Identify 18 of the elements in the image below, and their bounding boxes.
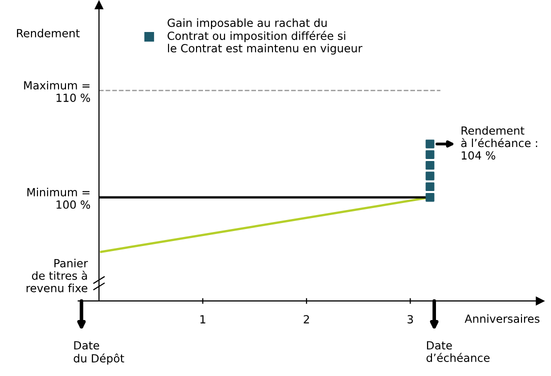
annotation: Rendement à l’échéance : 104 % <box>461 126 538 160</box>
point <box>426 140 434 148</box>
text: Date du Dépôt <box>74 341 124 365</box>
series-label: Panier de titres à revenu fixe <box>26 258 88 292</box>
x-axis-title: Anniversaires <box>464 314 540 323</box>
y-tick-label: Minimum = 100 % <box>27 188 90 209</box>
y-axis-title: Rendement <box>17 28 80 38</box>
point <box>426 172 434 180</box>
x-tick-label: 2 <box>304 315 309 324</box>
x-tick-label: 1 <box>200 315 206 324</box>
point <box>426 182 434 192</box>
x-tick-label: 3 <box>408 315 413 324</box>
text: Date d’échéance <box>426 341 490 362</box>
legend-label: Gain imposable au rachat du Contrat ou imposition différée si le Contrat est maintenu en vigueur <box>168 18 362 55</box>
y-tick-label: Maximum = 110 % <box>24 80 90 102</box>
point <box>426 150 434 160</box>
point <box>426 192 434 202</box>
point <box>426 160 434 170</box>
